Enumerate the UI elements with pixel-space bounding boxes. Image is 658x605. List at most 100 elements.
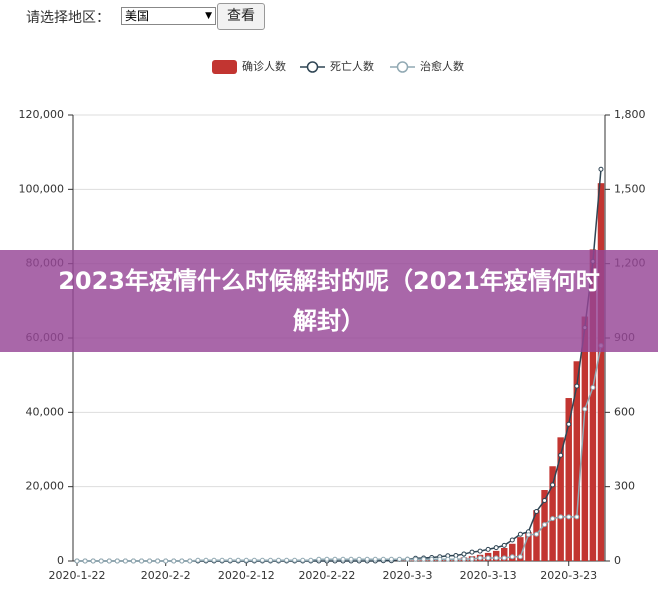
point — [405, 556, 411, 562]
point — [477, 555, 483, 561]
point — [219, 557, 225, 563]
legend-label: 死亡人数 — [330, 59, 374, 73]
point — [227, 557, 233, 563]
point — [421, 556, 427, 562]
point — [348, 556, 354, 562]
point — [558, 514, 564, 520]
point — [324, 556, 330, 562]
legend-icon — [396, 61, 409, 73]
point — [533, 508, 539, 514]
y-tick-label: 40,000 — [26, 405, 65, 418]
point — [574, 383, 580, 389]
point — [195, 557, 201, 563]
point — [171, 558, 177, 564]
point — [308, 557, 314, 563]
point — [179, 558, 185, 564]
point — [98, 558, 104, 564]
point — [147, 558, 153, 564]
point — [316, 556, 322, 562]
legend-label: 确诊人数 — [242, 59, 286, 73]
point — [445, 556, 451, 562]
point — [106, 558, 112, 564]
point — [542, 498, 548, 504]
point — [211, 557, 217, 563]
point — [364, 556, 370, 562]
x-tick-label: 2020-3-13 — [460, 569, 517, 582]
bar — [589, 249, 597, 561]
point — [493, 545, 499, 551]
point — [501, 555, 507, 561]
bar — [549, 466, 556, 561]
x-tick-label: 2020-2-22 — [298, 569, 355, 582]
point — [235, 557, 241, 563]
point — [74, 558, 80, 564]
region-label: 请选择地区： — [26, 10, 110, 26]
point — [332, 556, 338, 562]
point — [114, 558, 120, 564]
y2-tick-label: 0 — [614, 554, 621, 567]
point — [413, 556, 419, 562]
bar — [557, 437, 564, 561]
bar — [597, 183, 605, 562]
point — [284, 557, 290, 563]
point — [509, 537, 515, 543]
point — [372, 556, 378, 562]
legend-icon — [212, 60, 237, 74]
point — [300, 557, 306, 563]
point — [437, 556, 443, 562]
line — [77, 169, 602, 562]
bar — [581, 316, 589, 561]
point — [517, 531, 523, 537]
point — [461, 556, 467, 562]
point — [525, 532, 531, 538]
x-tick-label: 2020-3-23 — [540, 569, 597, 582]
point — [243, 557, 249, 563]
bar — [525, 532, 532, 561]
query-button[interactable]: 查看 — [217, 3, 265, 30]
point — [550, 482, 556, 488]
point — [267, 557, 273, 563]
point — [163, 558, 169, 564]
point — [533, 531, 539, 537]
point — [259, 557, 265, 563]
y2-tick-label: 600 — [614, 405, 635, 418]
y2-tick-label: 1,800 — [614, 108, 646, 121]
point — [90, 558, 96, 564]
point — [590, 385, 596, 391]
point — [139, 558, 145, 564]
bar — [565, 398, 572, 561]
point — [251, 557, 257, 563]
bar — [509, 543, 516, 561]
point — [292, 557, 298, 563]
x-tick-label: 2020-2-12 — [218, 569, 275, 582]
banner-title: 2023年疫情什么时候解封的呢（2021年疫情何时解封） — [58, 267, 600, 335]
point — [276, 557, 282, 563]
x-tick-label: 2020-2-2 — [141, 569, 191, 582]
point — [509, 554, 515, 560]
point — [566, 514, 572, 520]
point — [187, 558, 193, 564]
point — [493, 555, 499, 561]
point — [517, 554, 523, 560]
point — [356, 556, 362, 562]
point — [501, 542, 507, 548]
point — [582, 406, 588, 412]
point — [542, 522, 548, 528]
point — [155, 558, 161, 564]
y2-tick-label: 1,500 — [614, 182, 646, 195]
legend-icon — [306, 61, 319, 73]
region-select[interactable]: 美国 — [121, 7, 216, 25]
point — [477, 548, 483, 554]
point — [598, 166, 604, 172]
point — [396, 556, 402, 562]
point — [429, 556, 435, 562]
point — [82, 558, 88, 564]
y-tick-label: 120,000 — [19, 108, 65, 121]
point — [574, 514, 580, 520]
y-tick-label: 0 — [57, 554, 64, 567]
bar — [517, 537, 524, 561]
point — [558, 452, 564, 458]
point — [388, 556, 394, 562]
point — [453, 556, 459, 562]
